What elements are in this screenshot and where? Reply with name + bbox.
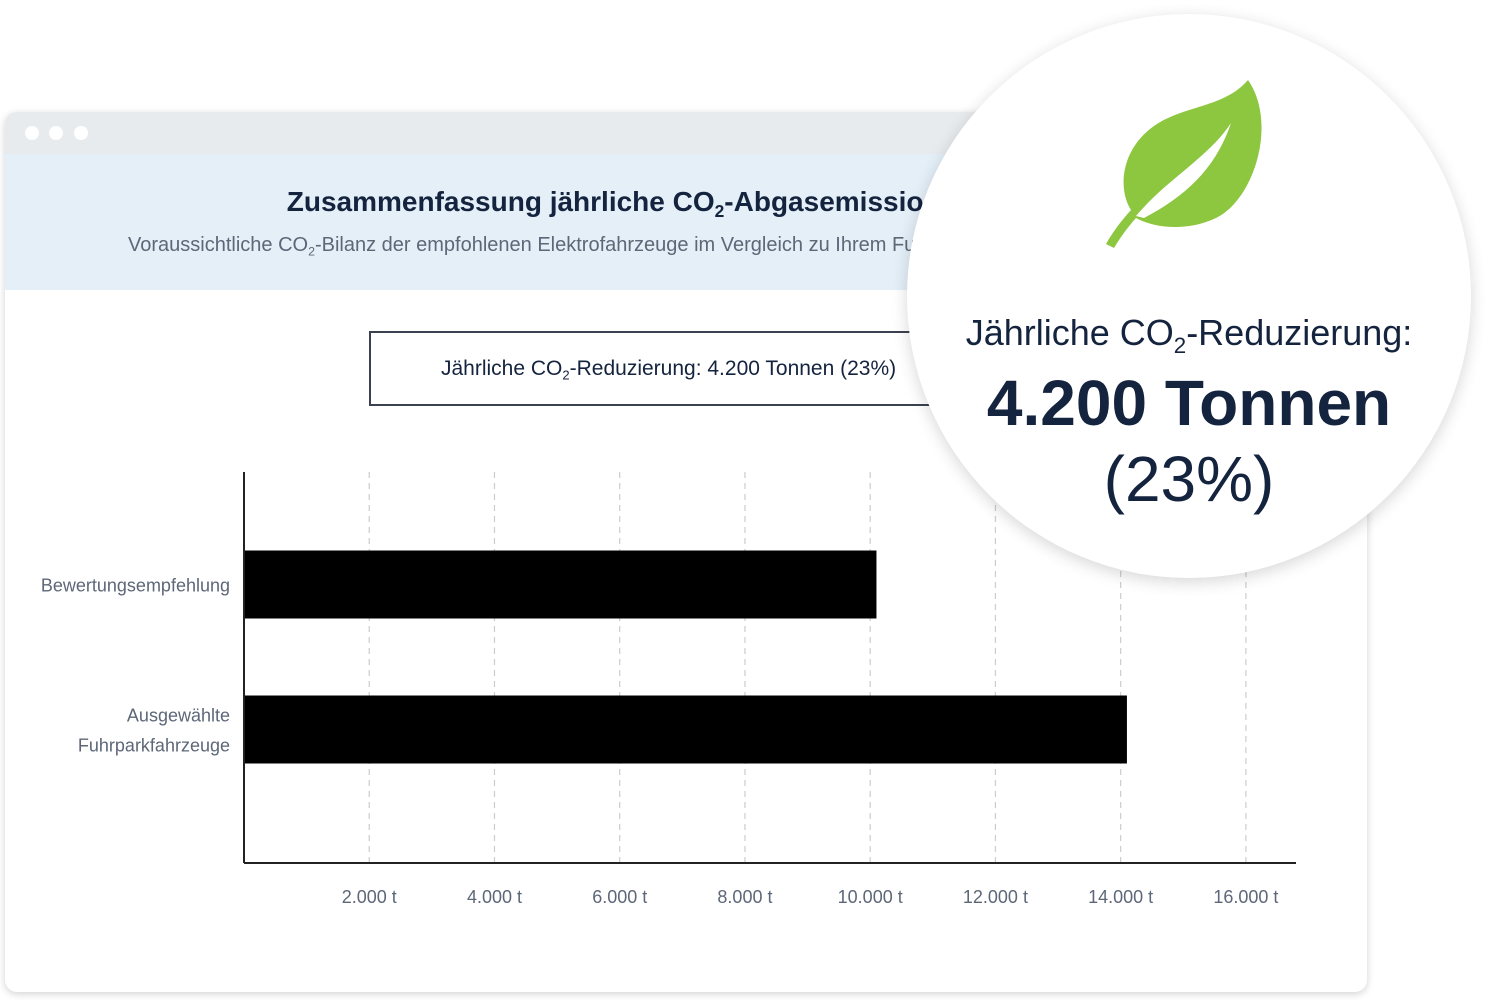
x-tick-label: 8.000 t (717, 887, 772, 907)
window-dot-minimize[interactable] (49, 126, 63, 140)
window-dot-maximize[interactable] (74, 126, 88, 140)
x-tick-label: 16.000 t (1213, 887, 1278, 907)
x-tick-label: 12.000 t (963, 887, 1028, 907)
x-tick-label: 10.000 t (838, 887, 903, 907)
badge-percent: (23%) (1103, 443, 1275, 515)
bar (244, 695, 1127, 764)
category-label: Ausgewählte (127, 706, 230, 726)
x-tick-label: 14.000 t (1088, 887, 1153, 907)
x-tick-label: 2.000 t (342, 887, 397, 907)
page-subtitle: Voraussichtliche CO2-Bilanz der empfohle… (128, 234, 972, 259)
reduction-badge: Jährliche CO2-Reduzierung: 4.200 Tonnen … (907, 14, 1471, 578)
leaf-icon (1106, 80, 1262, 248)
emissions-bar-chart: Bewertungsempfehlung Ausgewählte Fuhrparkf… (41, 472, 1296, 907)
badge-value: 4.200 Tonnen (986, 367, 1392, 439)
bar (244, 550, 877, 619)
reduction-summary-text: Jährliche CO2-Reduzierung: 4.200 Tonnen … (441, 357, 897, 383)
category-label: Fuhrparkfahrzeuge (78, 736, 230, 756)
window-dot-close[interactable] (25, 126, 39, 140)
badge-label: Jährliche CO2-Reduzierung: (965, 312, 1413, 358)
x-tick-label: 6.000 t (592, 887, 647, 907)
category-label: Bewertungsempfehlung (41, 576, 230, 596)
x-tick-label: 4.000 t (467, 887, 522, 907)
